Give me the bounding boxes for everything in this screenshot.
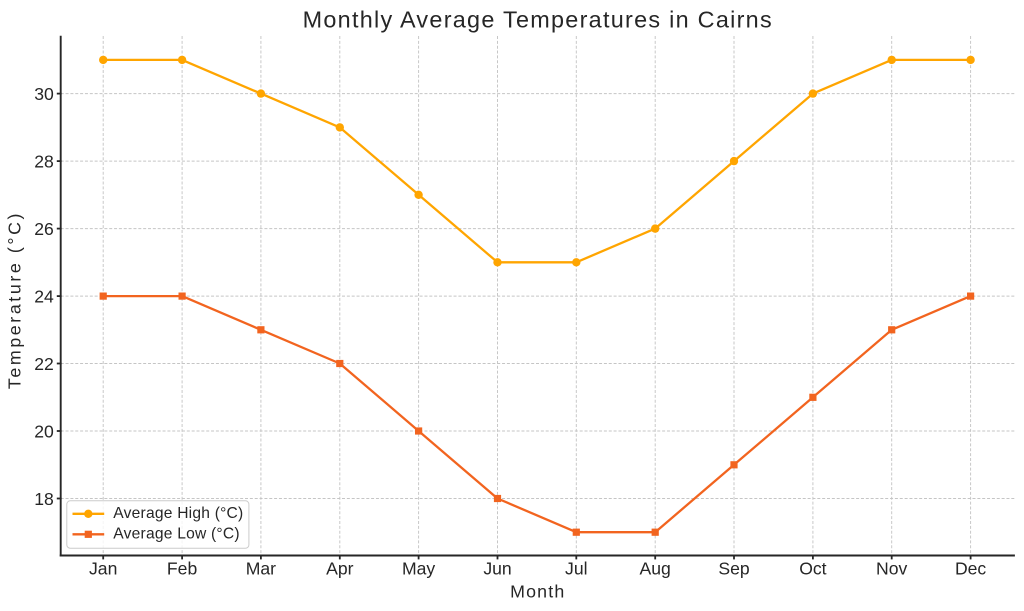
svg-text:24: 24 [34,286,54,306]
svg-text:26: 26 [34,219,54,239]
svg-text:Temperature (°C): Temperature (°C) [5,211,25,389]
svg-text:Feb: Feb [167,559,198,579]
svg-text:22: 22 [34,354,54,374]
svg-text:Monthly Average Temperatures i: Monthly Average Temperatures in Cairns [303,7,773,33]
svg-text:Apr: Apr [326,559,354,579]
svg-text:Nov: Nov [876,559,907,579]
svg-text:Aug: Aug [640,559,671,579]
svg-text:Dec: Dec [955,559,986,579]
svg-text:Average High (°C): Average High (°C) [113,505,243,522]
svg-text:Oct: Oct [799,559,826,579]
svg-text:Sep: Sep [718,559,750,579]
svg-text:Mar: Mar [246,559,276,579]
svg-text:20: 20 [34,421,54,441]
svg-text:Jun: Jun [483,559,511,579]
svg-text:28: 28 [34,151,54,171]
svg-text:Jan: Jan [89,559,117,579]
svg-text:Month: Month [510,581,565,601]
svg-text:Average Low (°C): Average Low (°C) [113,526,239,543]
svg-text:30: 30 [34,84,54,104]
svg-text:Jul: Jul [565,559,588,579]
svg-text:May: May [402,559,435,579]
svg-text:18: 18 [34,489,54,509]
